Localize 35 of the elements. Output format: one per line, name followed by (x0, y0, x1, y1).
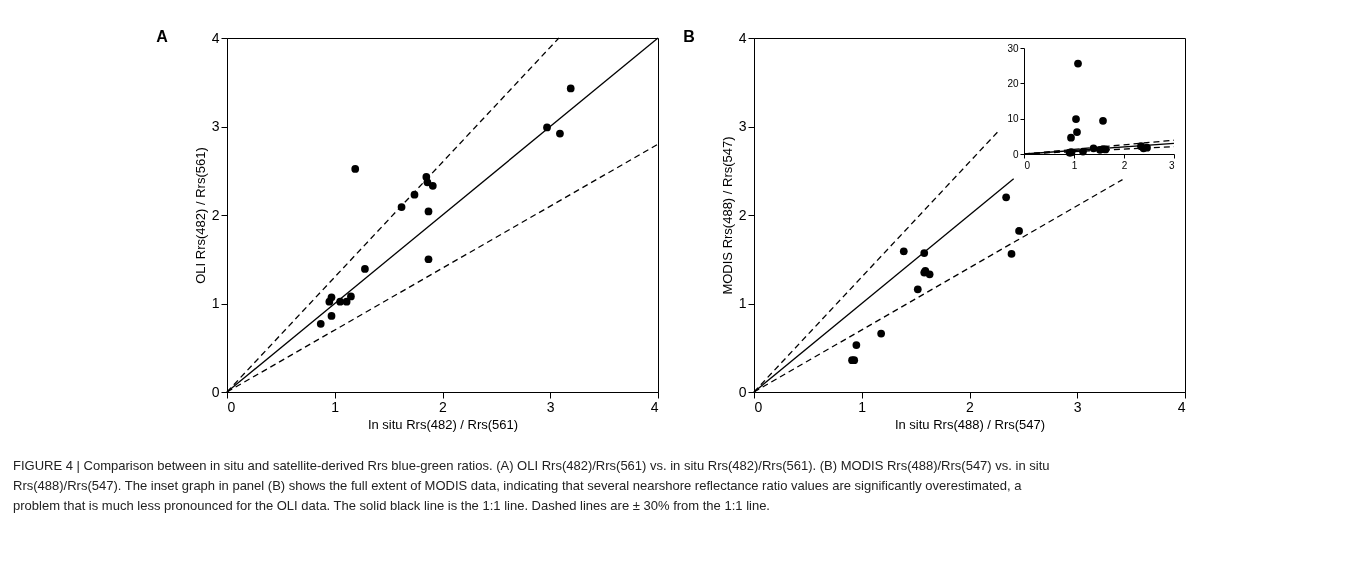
x-tick-label: 0 (754, 398, 763, 415)
x-tick-label: 2 (1121, 159, 1128, 171)
x-tick-label: 3 (546, 398, 555, 415)
y-tick-label: 3 (738, 118, 747, 134)
chart-title: A (156, 28, 169, 45)
x-tick-label: 1 (1071, 159, 1078, 171)
y-tick-label: 0 (211, 383, 220, 400)
y-tick-label: 20 (1007, 77, 1019, 89)
y-tick-label: 3 (211, 118, 220, 134)
y-tick-label: 10 (1007, 113, 1019, 125)
y-axis-title: OLI Rrs(482) / Rrs(561) (192, 147, 208, 284)
x-tick-label: 2 (439, 398, 448, 415)
y-tick-label: 4 (738, 29, 747, 46)
chart-title: B (683, 28, 695, 45)
y-tick-label: 2 (211, 206, 220, 223)
y-tick-label: 4 (211, 29, 220, 46)
y-tick-label: 1 (738, 295, 747, 311)
x-tick-label: 3 (1168, 159, 1175, 171)
x-axis-title: In situ Rrs(488) / Rrs(547) (894, 416, 1046, 432)
y-tick-label: 1 (211, 295, 220, 311)
x-tick-label: 0 (1024, 159, 1031, 171)
x-tick-label: 3 (1073, 398, 1082, 415)
caption: FIGURE 4 | Comparison between in situ and satellite-derived Rrs blue-green ratios. (A) OLI Rrs(482)/Rrs(561) vs. in situ Rrs(482)/Rrs(561). (B) MODIS Rrs(488)/Rrs(547) vs. in situ Rrs(488)/Rrs(547). The inset graph in panel (B) shows the full extent of MODIS data, indicating that several nearshore reflectance ratio values are significantly overestimated, a problem that is much less pronounced for the OLI data. The solid black line is the 1:1 line. Dashed lines are ± 30% from the 1:1 line. (13, 458, 1050, 513)
y-axis-title: MODIS Rrs(488) / Rrs(547) (719, 136, 735, 295)
x-tick-label: 1 (858, 398, 867, 415)
y-tick-label: 0 (1012, 148, 1019, 160)
x-tick-label: 4 (1177, 398, 1186, 415)
x-tick-label: 2 (966, 398, 975, 415)
y-tick-label: 2 (738, 206, 747, 223)
x-tick-label: 1 (331, 398, 340, 415)
x-axis-title: In situ Rrs(482) / Rrs(561) (367, 416, 519, 432)
y-tick-label: 0 (738, 383, 747, 400)
x-tick-label: 4 (650, 398, 659, 415)
y-tick-label: 30 (1007, 42, 1019, 54)
x-tick-label: 0 (227, 398, 236, 415)
